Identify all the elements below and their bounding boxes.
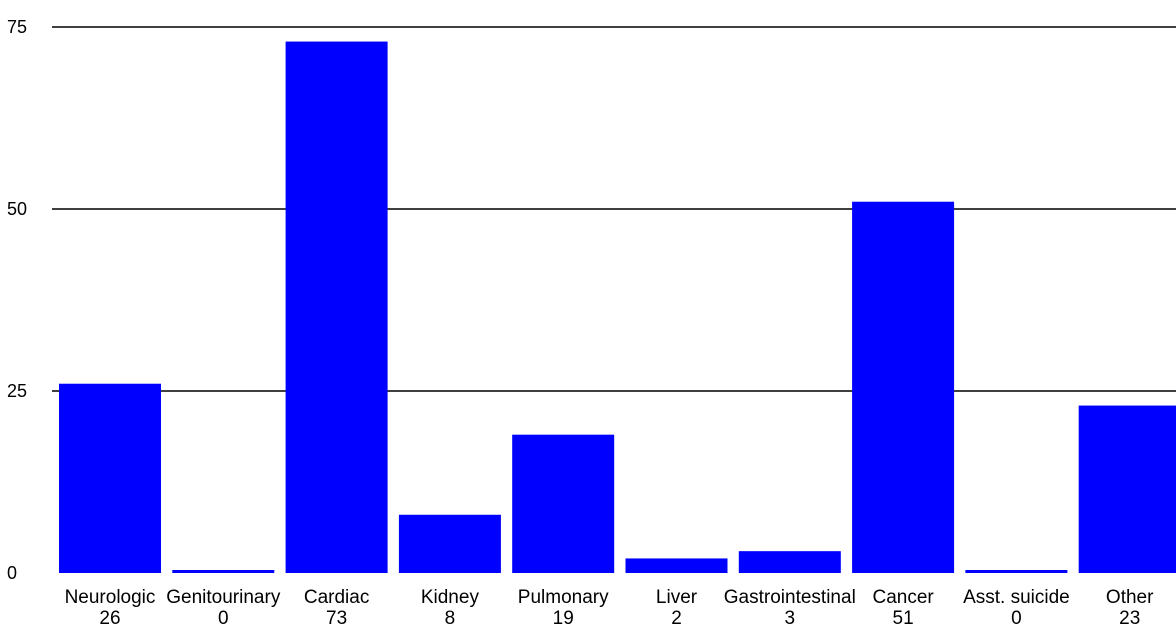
gridlines — [52, 26, 1176, 392]
x-category-label: Pulmonary — [518, 587, 609, 608]
x-category-label: Cancer — [872, 587, 934, 608]
y-tick-label: 25 — [7, 381, 27, 401]
x-axis-category-labels: Neurologic26Genitourinary0Cardiac73Kidne… — [65, 587, 1155, 628]
bar-cardiac — [285, 41, 388, 574]
x-category-label: Genitourinary — [166, 587, 281, 608]
bar-liver — [625, 558, 728, 573]
bar-asst-suicide — [965, 570, 1068, 573]
bar-value-label: 19 — [553, 608, 574, 628]
bar-kidney — [398, 514, 501, 573]
bars — [59, 41, 1176, 574]
x-category-label: Kidney — [421, 587, 480, 608]
bar-value-label: 73 — [326, 608, 347, 628]
x-category-label: Asst. suicide — [963, 587, 1070, 608]
bar-value-label: 3 — [785, 608, 796, 628]
x-category-label: Other — [1106, 587, 1154, 608]
bar-other — [1078, 405, 1176, 573]
bar-value-label: 2 — [671, 608, 682, 628]
bar-neurologic — [59, 383, 161, 573]
bar-pulmonary — [512, 434, 615, 573]
x-category-label: Liver — [656, 587, 698, 608]
bar-value-label: 26 — [99, 608, 120, 628]
bar-value-label: 0 — [218, 608, 229, 628]
bar-cancer — [852, 201, 955, 573]
bar-genitourinary — [172, 570, 275, 573]
x-category-label: Neurologic — [65, 587, 156, 608]
y-axis-tick-labels: 0 25 50 75 — [7, 17, 27, 583]
x-category-label: Gastrointestinal — [724, 587, 856, 608]
bar-value-label: 8 — [445, 608, 456, 628]
y-tick-label: 0 — [7, 563, 17, 583]
bar-gastrointestinal — [738, 551, 841, 573]
x-category-label: Cardiac — [304, 587, 369, 608]
bar-value-label: 23 — [1119, 608, 1140, 628]
y-tick-label: 50 — [7, 199, 27, 219]
bar-value-label: 51 — [893, 608, 914, 628]
y-tick-label: 75 — [7, 17, 27, 37]
bar-value-label: 0 — [1011, 608, 1022, 628]
